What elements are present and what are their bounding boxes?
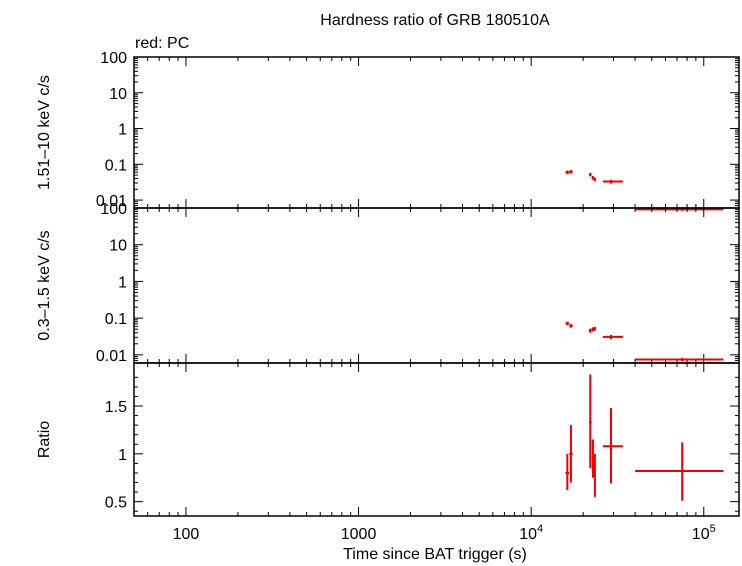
legend-label: red: PC bbox=[135, 35, 189, 52]
data-point-soft-2 bbox=[569, 324, 573, 328]
y-tick-label: 0.01 bbox=[96, 348, 127, 365]
y-tick-label: 1 bbox=[118, 274, 127, 291]
data-point-hard-4 bbox=[591, 176, 595, 180]
data-point-soft-5 bbox=[593, 326, 596, 331]
y-axis-label-soft: 0.3–1.5 keV c/s bbox=[36, 230, 53, 340]
data-point-soft-7 bbox=[635, 357, 724, 362]
y-tick-label: 10 bbox=[109, 238, 127, 255]
data-point-ratio-4 bbox=[591, 439, 595, 478]
panel-frame bbox=[133, 362, 740, 517]
panel-ratio: 1.5 1 0.5 Ratio bbox=[36, 362, 740, 517]
data-point-soft-3 bbox=[588, 328, 592, 333]
data-point-soft-4 bbox=[591, 327, 595, 332]
data-point-ratio-7 bbox=[635, 442, 724, 501]
data-point-ratio-6 bbox=[602, 407, 623, 484]
data-point-hard-6 bbox=[602, 179, 623, 184]
panel-hard: 100 10 1 0.1 0.01 1.51–10 keV c/s bbox=[36, 50, 740, 211]
panel-frame bbox=[133, 207, 740, 364]
y-tick-label: 10 bbox=[109, 86, 127, 103]
y-axis-label-ratio: Ratio bbox=[36, 421, 53, 458]
y-tick-label: 0.1 bbox=[105, 311, 127, 328]
x-tick-label: 100 bbox=[173, 526, 200, 543]
panel-frame bbox=[133, 56, 740, 209]
y-axis-label-hard: 1.51–10 keV c/s bbox=[36, 75, 53, 190]
y-tick-label: 1 bbox=[118, 447, 127, 464]
x-axis-label: Time since BAT trigger (s) bbox=[343, 546, 527, 563]
plot-panels: 100 10 1 0.1 0.01 1.51–10 keV c/s 100 10 1 0.1 0.0… bbox=[36, 50, 740, 543]
x-tick-label: 105 bbox=[692, 523, 716, 543]
data-point-soft-6 bbox=[602, 334, 623, 340]
data-point-ratio-1 bbox=[565, 453, 570, 491]
data-point-hard-2 bbox=[569, 170, 573, 174]
y-tick-label: 1 bbox=[118, 122, 127, 139]
x-tick-label: 1000 bbox=[341, 526, 377, 543]
panel-soft: 100 10 1 0.1 0.01 0.3–1.5 keV c/s bbox=[36, 201, 740, 365]
data-point-ratio-2 bbox=[569, 425, 573, 483]
data-point-hard-3 bbox=[588, 172, 592, 177]
y-tick-label: 0.01 bbox=[96, 193, 127, 210]
y-tick-label: 1.5 bbox=[105, 399, 127, 416]
data-point-soft-1 bbox=[565, 321, 570, 326]
chart-title: Hardness ratio of GRB 180510A bbox=[320, 12, 550, 29]
data-point-ratio-3 bbox=[588, 374, 592, 469]
y-tick-label: 0.1 bbox=[105, 157, 127, 174]
x-tick-label: 104 bbox=[519, 523, 543, 543]
y-tick-label: 100 bbox=[100, 201, 127, 218]
data-point-hard-1 bbox=[565, 170, 570, 175]
data-point-ratio-5 bbox=[593, 453, 596, 497]
y-tick-label: 100 bbox=[100, 50, 127, 67]
y-tick-label: 0.5 bbox=[105, 495, 127, 512]
data-point-hard-5 bbox=[593, 177, 596, 182]
